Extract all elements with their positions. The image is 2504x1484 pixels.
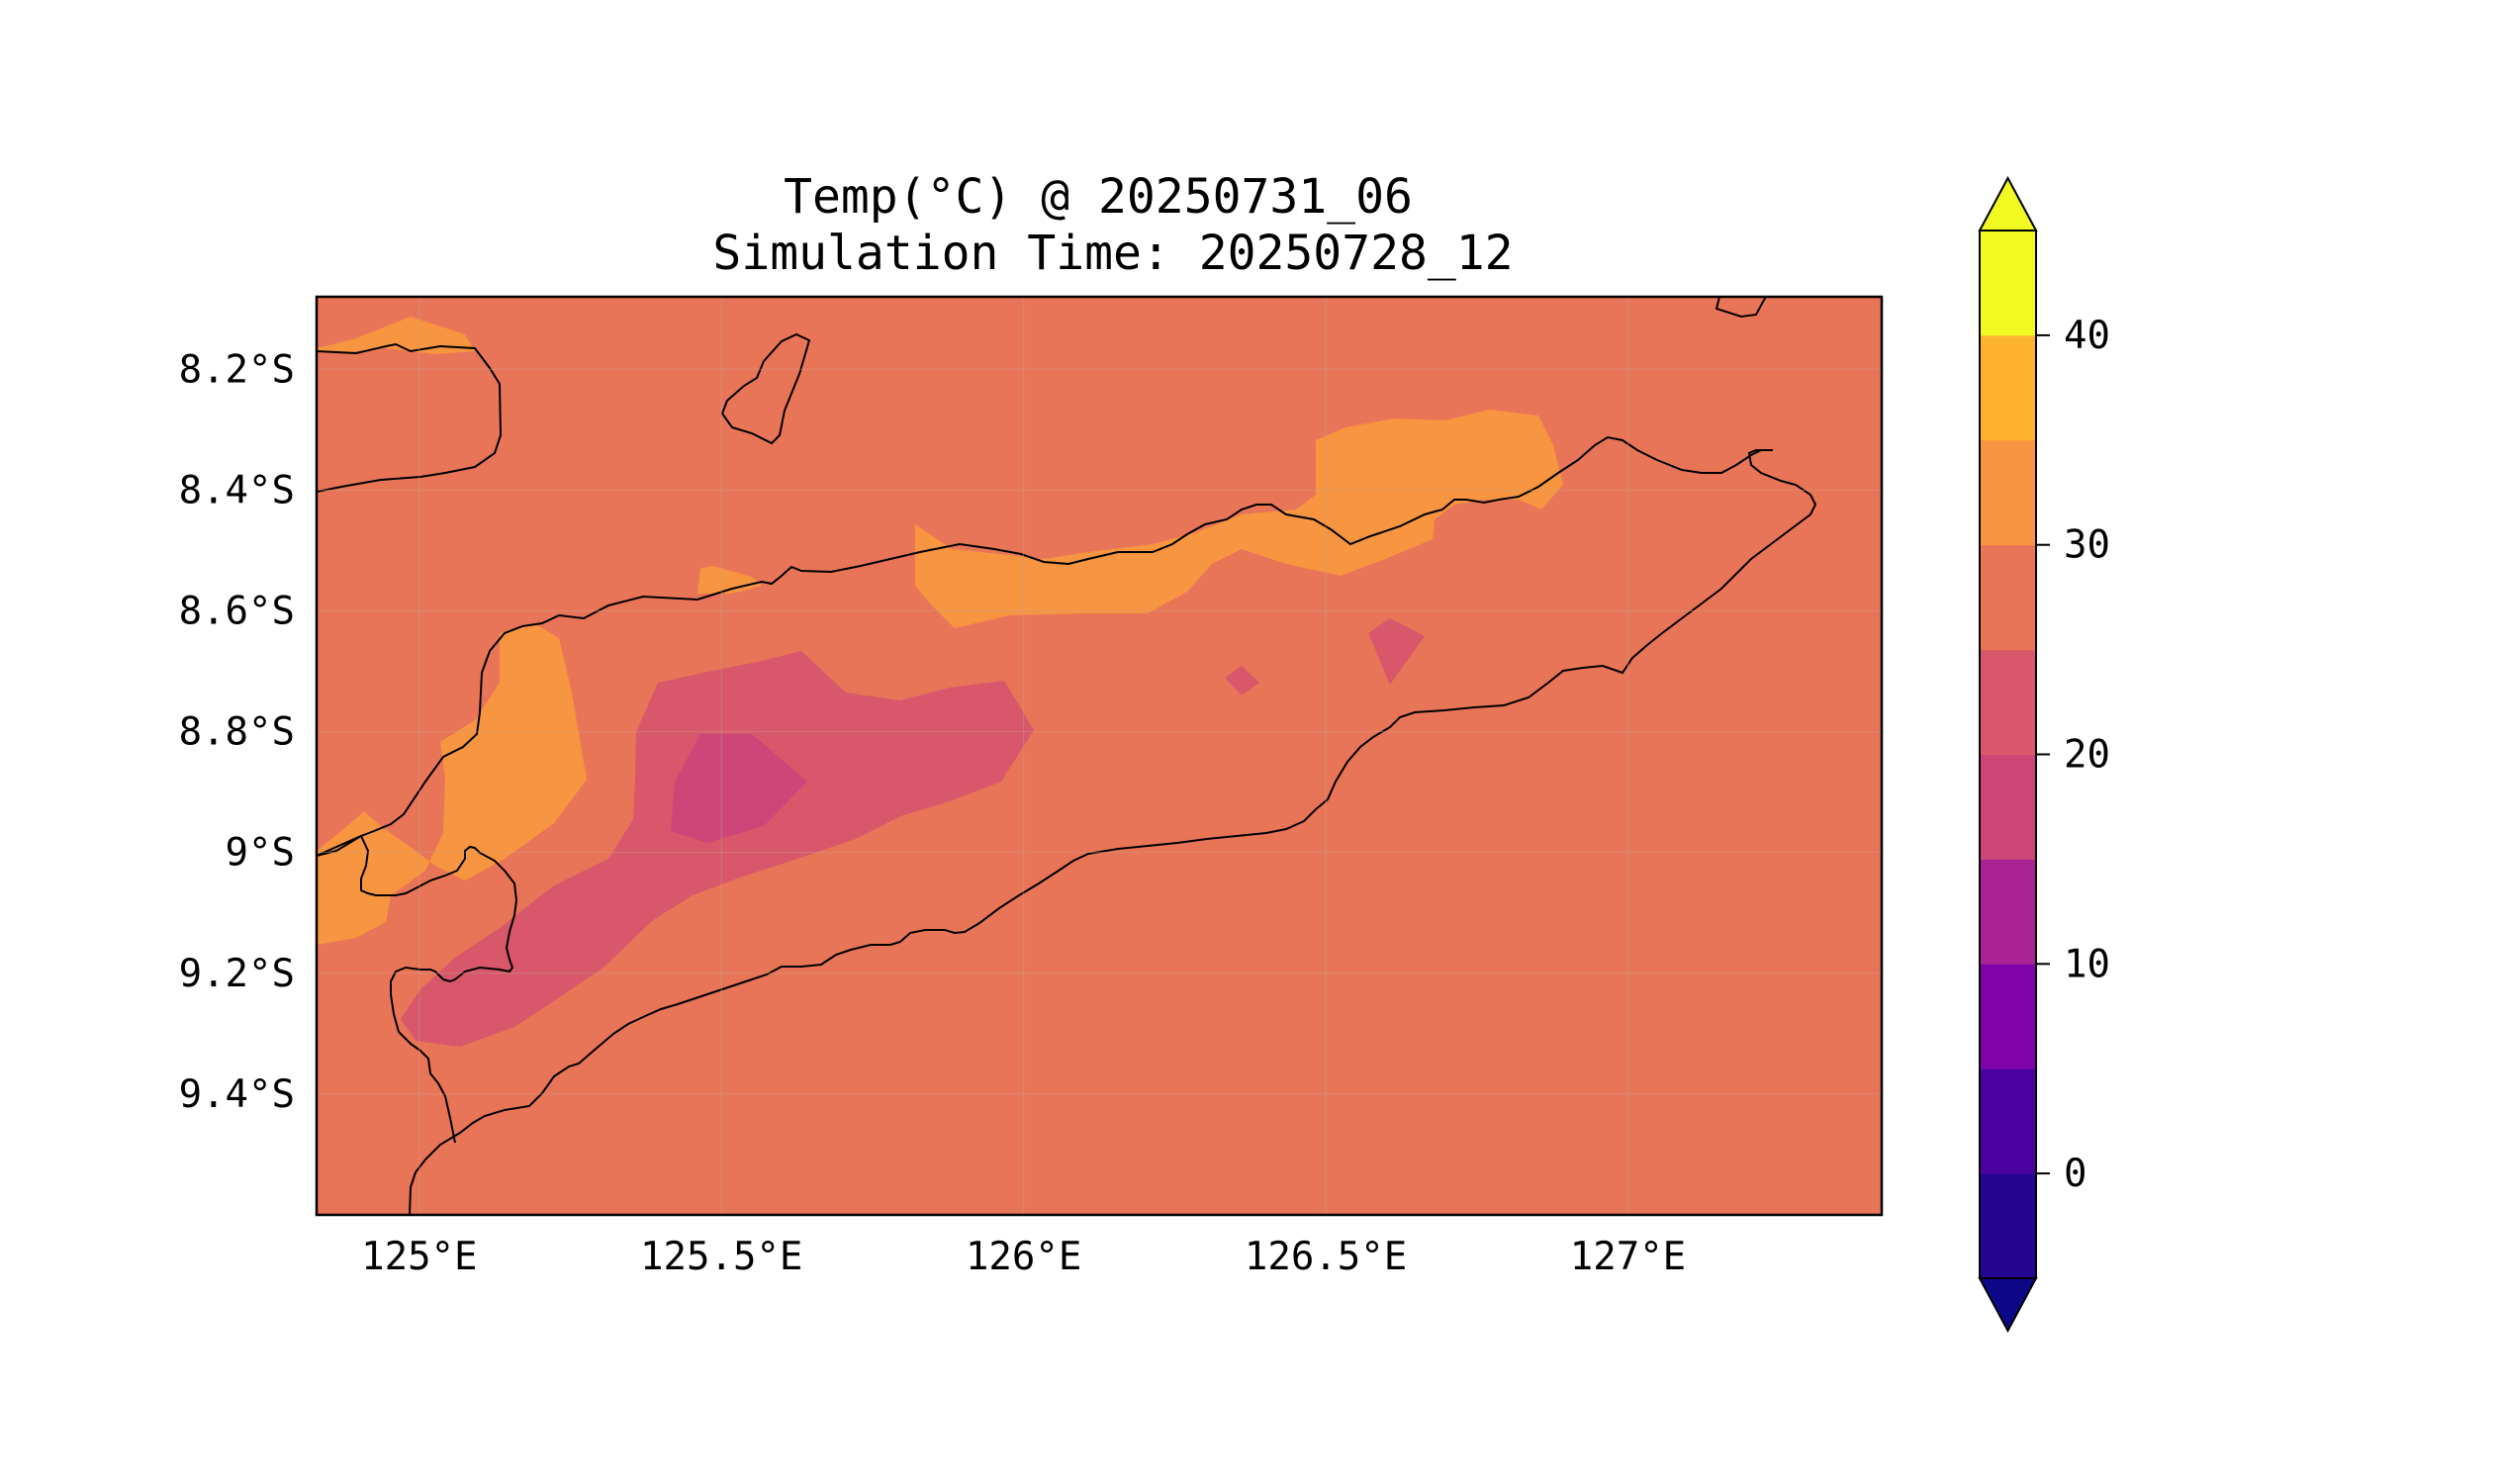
- title-line-1: Temp(°C) @ 20250731_06: [784, 169, 1413, 225]
- colorbar: 0 10 20 30 40: [1978, 175, 2110, 1334]
- coastline-wetar-tip: [1715, 297, 1767, 319]
- x-axis-ticks: 125°E 125.5°E 126°E 126.5°E 127°E: [361, 1235, 1686, 1279]
- map-panel: 125°E 125.5°E 126°E 126.5°E 127°E 8.2°S 8.4°S…: [179, 295, 1884, 1279]
- coastline-oecusse: [317, 834, 518, 1144]
- field-region-30-35: [317, 317, 475, 354]
- colorbar-segment: [1980, 964, 2036, 1069]
- y-tick-label: 8.8°S: [179, 710, 295, 755]
- field-region-30-35: [317, 623, 587, 945]
- colorbar-segment: [1980, 1068, 2036, 1174]
- colorbar-extend-under: [1978, 1277, 2038, 1334]
- y-axis-ticks: 8.2°S 8.4°S 8.6°S 8.8°S 9°S 9.2°S 9.4°S: [179, 347, 295, 1117]
- y-tick-label: 9.2°S: [179, 952, 295, 996]
- y-tick-label: 8.6°S: [179, 589, 295, 633]
- colorbar-tick-label: 30: [2064, 523, 2110, 568]
- colorbar-segment: [1980, 334, 2036, 441]
- colorbar-segment: [1980, 439, 2036, 546]
- field-region-20-25: [1225, 666, 1259, 696]
- field-region-30-35: [697, 566, 762, 594]
- colorbar-segment: [1980, 1173, 2036, 1279]
- x-tick-label: 125°E: [361, 1235, 477, 1279]
- colorbar-extend-over: [1978, 175, 2038, 232]
- coastline-atauro: [720, 332, 811, 445]
- y-tick-label: 9.4°S: [179, 1072, 295, 1117]
- temperature-field: [317, 297, 1882, 1215]
- title-line-2: Simulation Time: 20250728_12: [712, 226, 1513, 281]
- coastlines: [317, 297, 1817, 1215]
- field-region-30-35: [915, 410, 1563, 628]
- x-tick-label: 126.5°E: [1245, 1235, 1407, 1279]
- colorbar-tick-label: 10: [2064, 942, 2110, 986]
- colorbar-segment: [1980, 231, 2036, 336]
- colorbar-tick-label: 0: [2064, 1152, 2087, 1196]
- y-tick-label: 9°S: [226, 831, 295, 876]
- colorbar-tick-label: 40: [2064, 314, 2110, 358]
- x-tick-label: 125.5°E: [640, 1235, 802, 1279]
- field-region-20-25: [401, 651, 1034, 1047]
- colorbar-segment: [1980, 649, 2036, 755]
- colorbar-tick-label: 20: [2064, 733, 2110, 778]
- coastline-timor-main: [317, 435, 1817, 1215]
- field-region-20-25: [1368, 618, 1425, 685]
- y-tick-label: 8.2°S: [179, 347, 295, 392]
- colorbar-segment: [1980, 544, 2036, 651]
- x-tick-label: 126°E: [966, 1235, 1081, 1279]
- coastline-timor-north: [317, 342, 503, 493]
- colorbar-segment: [1980, 754, 2036, 860]
- gridlines: [317, 297, 1882, 1215]
- map-frame: [315, 295, 1884, 1217]
- field-region-15-20: [671, 734, 807, 843]
- y-tick-label: 8.4°S: [179, 468, 295, 512]
- colorbar-segment: [1980, 859, 2036, 965]
- x-tick-label: 127°E: [1570, 1235, 1686, 1279]
